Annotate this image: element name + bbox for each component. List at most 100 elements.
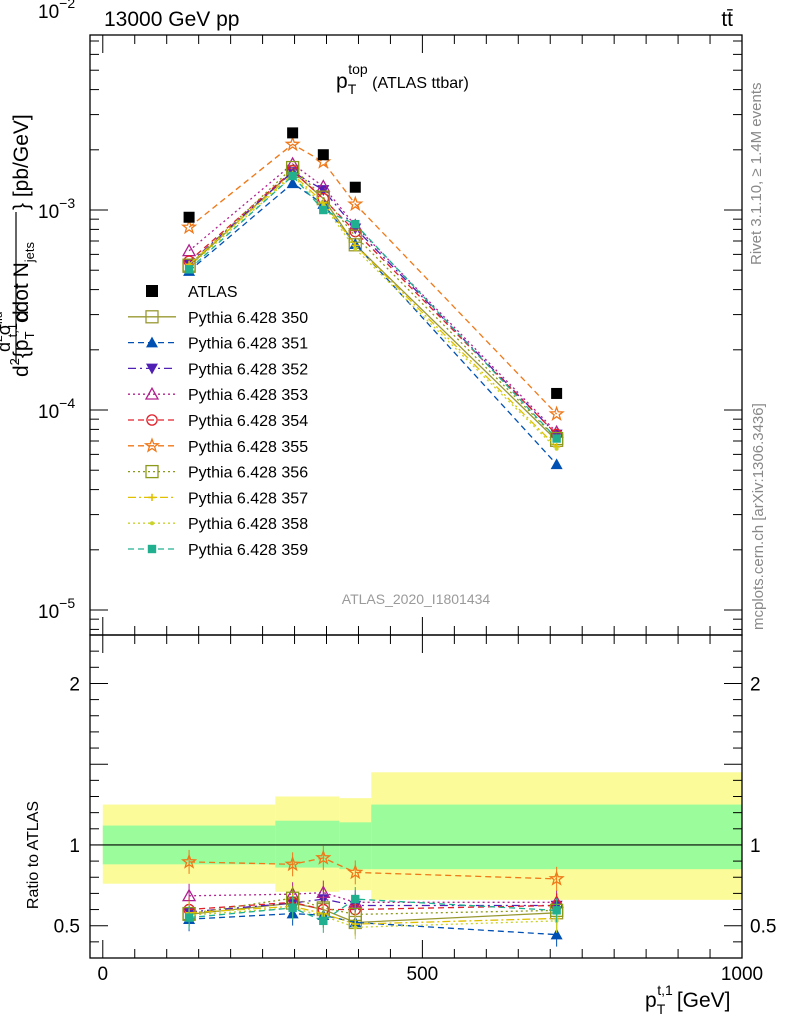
data-point-2: [317, 149, 329, 161]
legend-marker-1: [146, 336, 158, 348]
main-y-tick-label-2: 10−4: [38, 395, 75, 423]
mcplots-label: mcplots.cern.ch [arXiv:1306.3436]: [750, 403, 767, 630]
main-point-5-4: [548, 405, 565, 421]
main-title: pTtop (ATLAS ttbar): [336, 61, 469, 97]
ratio-y-tick-label-l-1: 1: [69, 836, 80, 857]
ratio-point-1-4: [550, 928, 563, 940]
svg-text:d2σfid: d2σfid: [0, 312, 14, 353]
ratio-series-line-2: [189, 898, 557, 913]
ratio-point-5-0: [180, 853, 198, 869]
legend-marker-7: [148, 493, 156, 501]
main-series-line-3: [188, 163, 558, 433]
ratio-point-9-2: [319, 916, 328, 926]
legend-label-6: Pythia 6.428 356: [188, 465, 308, 482]
legend-label-2: Pythia 6.428 352: [188, 361, 308, 378]
main-series-line-6: [188, 166, 558, 439]
ratio-series-9: [184, 887, 561, 933]
data-point-4: [551, 387, 563, 399]
main-point-9-0: [184, 265, 194, 274]
main-point-9-4: [552, 434, 561, 443]
legend-marker-0: [145, 310, 159, 324]
main-ylabel: d d2{pTt,1cdot Njets d2σfid } [pb/GeV]: [0, 114, 37, 377]
x-tick-label-1000: 1000: [721, 964, 763, 985]
main-series-group: [180, 135, 565, 470]
x-tick-label-500: 500: [407, 964, 439, 985]
header-energy-label: 13000 GeV pp: [104, 8, 239, 31]
header-process-label: tt̄: [721, 8, 733, 31]
main-point-1-1: [286, 177, 299, 189]
legend-marker-5: [143, 437, 161, 453]
main-point-9-1: [288, 171, 297, 181]
svg-text:d: d: [10, 310, 33, 322]
data-point-0: [183, 211, 195, 223]
ratio-series-5: [180, 845, 565, 891]
main-point-9-3: [351, 219, 360, 229]
svg-text:{p pTt,1[GeV]: {p pTt,1[GeV]: [645, 982, 731, 1017]
ratio-ylabel: Ratio to ATLAS: [25, 801, 42, 909]
rivet-version-label: Rivet 3.1.10, ≥ 1.4M events: [748, 83, 765, 266]
main-point-8-4: [554, 446, 559, 451]
ratio-point-9-3: [351, 894, 360, 904]
legend-marker-4: [146, 414, 158, 426]
legend-label-3: Pythia 6.428 353: [188, 387, 308, 404]
main-point-5-3: [347, 195, 364, 212]
main-point-8-3: [353, 246, 358, 251]
ratio-series-group: [180, 845, 565, 947]
x-tick-label-0: 0: [97, 964, 108, 985]
analysis-label: ATLAS_2020_I1801434: [342, 591, 491, 607]
ratio-point-5-3: [347, 863, 364, 880]
ratio-y-tick-label-l-2: 2: [69, 674, 80, 695]
ratio-point-5-2: [315, 849, 332, 865]
legend-label-5: Pythia 6.428 355: [188, 439, 308, 456]
main-point-5-0: [180, 218, 198, 235]
ratio-uncertainty-bands: [102, 772, 742, 900]
legend-marker-6: [145, 464, 159, 479]
legend-label-4: Pythia 6.428 354: [188, 413, 308, 430]
ratio-series-line-9: [189, 898, 557, 922]
main-y-tick-label-1: 10−3: [38, 195, 75, 223]
legend-marker-3: [144, 386, 160, 400]
main-point-9-2: [319, 205, 328, 215]
ratio-point-9-0: [184, 913, 194, 922]
legend-label-9: Pythia 6.428 359: [188, 542, 308, 559]
svg-text:} [pb/GeV]: } [pb/GeV]: [10, 114, 33, 210]
band-inner-3: [371, 804, 742, 870]
main-y-tick-label-3: 10−5: [38, 595, 75, 623]
ratio-y-tick-label-r-1: 1: [750, 836, 761, 857]
main-series-line-2: [188, 171, 558, 435]
svg-text:pTtop (ATLAS ttbar): pTtop (ATLAS ttbar): [336, 61, 469, 97]
legend-label-8: Pythia 6.428 358: [188, 516, 308, 533]
ratio-series-line-8: [189, 907, 557, 928]
main-point-5-1: [284, 135, 301, 152]
main-series-9: [184, 171, 561, 443]
main-point-1-4: [550, 458, 563, 470]
legend-marker-8: [150, 521, 154, 526]
ratio-series-line-1: [189, 912, 557, 936]
ratio-y-tick-label-r-2: 2: [750, 674, 761, 695]
legend-marker-data: [146, 285, 158, 297]
ratio-point-8-3: [353, 925, 358, 930]
ratio-y-tick-label-r-0.5: 0.5: [750, 917, 776, 938]
data-point-1: [287, 127, 299, 139]
legend-label-1: Pythia 6.428 351: [188, 336, 308, 353]
main-y-tick-label-0: 10−2: [38, 0, 75, 23]
ratio-point-5-4: [548, 870, 565, 886]
legend-label-data: ATLAS: [188, 284, 238, 301]
main-point-3-1: [285, 156, 300, 170]
axes-group: 0 500 1000 10−2 10−3 10−4 10−5 0.5 0.5 1 1 2 2: [38, 0, 776, 985]
ratio-point-9-4: [552, 906, 561, 915]
main-data-group: [183, 127, 563, 399]
ratio-point-5-1: [284, 855, 301, 872]
legend-marker-9: [147, 544, 157, 554]
legend-marker-2: [146, 363, 158, 375]
xlabel: {p pTt,1[GeV]: [645, 982, 731, 1017]
ratio-y-tick-label-l-0.5: 0.5: [54, 917, 80, 938]
legend-label-0: Pythia 6.428 350: [188, 310, 308, 327]
main-series-line-4: [188, 169, 558, 435]
ratio-point-9-1: [288, 903, 297, 913]
data-point-3: [349, 181, 361, 193]
legend: ATLAS Pythia 6.428 350 Pythia 6.428 351 Pyt…: [128, 284, 308, 559]
svg-text:d2{pTt,1cdot Njets: d2{pTt,1cdot Njets: [5, 242, 37, 377]
legend-label-7: Pythia 6.428 357: [188, 490, 308, 507]
